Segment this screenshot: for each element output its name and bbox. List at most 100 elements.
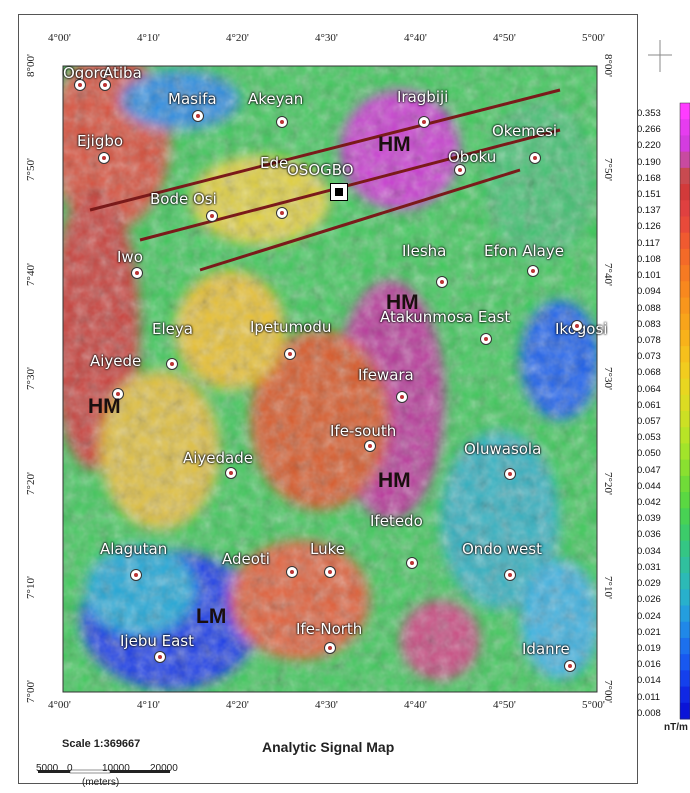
colorbar-value: 0.151: [637, 189, 661, 201]
colorbar-value: 0.042: [637, 497, 661, 509]
town-label: Okemesi: [492, 122, 558, 140]
town-marker-icon: [192, 110, 204, 122]
town-marker-icon: [276, 207, 288, 219]
colorbar-value: 0.220: [637, 140, 661, 152]
town-marker-icon: [504, 569, 516, 581]
town-marker-icon: [396, 391, 408, 403]
town-label: Ijebu East: [120, 632, 194, 650]
scale-unit: (meters): [82, 777, 120, 788]
colorbar-value: 0.016: [637, 659, 661, 671]
colorbar-swatch: [680, 492, 690, 509]
town-marker-icon: [504, 468, 516, 480]
lat-tick-left: 7°50': [24, 158, 37, 181]
town-marker-icon: [418, 116, 430, 128]
town-marker-icon: [364, 440, 376, 452]
colorbar-value: 0.034: [637, 545, 661, 557]
lon-tick-bottom: 4°50': [493, 699, 516, 711]
colorbar-value: 0.083: [637, 318, 661, 330]
lon-tick-bottom: 4°20': [226, 699, 249, 711]
town-label: Ilesha: [402, 242, 447, 260]
town-label: Atiba: [103, 64, 142, 82]
town-label: Masifa: [168, 90, 217, 108]
town-marker-icon: [225, 467, 237, 479]
town-marker-icon: [286, 566, 298, 578]
town-label: Aiyede: [90, 352, 142, 370]
colorbar-swatch: [680, 248, 690, 266]
colorbar-swatch: [680, 297, 690, 315]
town-label: Ife-North: [296, 620, 363, 638]
lon-tick-top: 5°00': [582, 32, 605, 44]
town-marker-icon: [529, 152, 541, 164]
colorbar-swatch: [680, 378, 690, 396]
colorbar-value: 0.029: [637, 578, 661, 590]
lon-tick-bottom: 4°00': [48, 699, 71, 711]
colorbar-value: 0.126: [637, 221, 661, 233]
colorbar-swatch: [680, 686, 690, 704]
colorbar-swatch: [680, 475, 690, 493]
colorbar-value: 0.050: [637, 448, 661, 460]
town-label: Idanre: [522, 640, 570, 658]
town-marker-icon: [324, 642, 336, 654]
town-marker-icon: [206, 210, 218, 222]
town-label: Luke: [310, 540, 345, 558]
zone-hm-south: HM: [378, 469, 411, 492]
colorbar-value: 0.064: [637, 383, 661, 395]
colorbar-swatch: [680, 670, 690, 688]
north-arrow-icon: [648, 40, 672, 72]
colorbar-value: 0.047: [637, 464, 661, 476]
colorbar-value: 0.008: [637, 707, 661, 719]
lat-tick-right: 8°00': [601, 54, 614, 77]
lat-tick-right: 7°40': [601, 263, 614, 286]
scale-label-20000: 20000: [150, 763, 178, 774]
lon-tick-bottom: 4°40': [404, 699, 427, 711]
town-label: Ogoro: [63, 64, 109, 82]
scale-label-10000: 10000: [102, 763, 130, 774]
colorbar-swatch: [680, 524, 690, 542]
colorbar-value: 0.073: [637, 351, 661, 363]
colorbar-value: 0.021: [637, 626, 661, 638]
town-label: Akeyan: [248, 90, 304, 108]
colorbar-value: 0.061: [637, 399, 661, 411]
osogbo-label: OSOGBO: [287, 161, 354, 179]
colorbar-swatch: [680, 329, 690, 347]
lat-tick-left: 7°00': [24, 680, 37, 703]
colorbar-swatch: [680, 702, 690, 720]
colorbar-swatch: [680, 556, 690, 574]
colorbar-swatch: [680, 573, 690, 590]
lon-tick-top: 4°40': [404, 32, 427, 44]
colorbar-swatch: [680, 200, 690, 217]
colorbar-swatch: [680, 637, 690, 655]
town-marker-icon: [112, 388, 124, 400]
town-label: Iwo: [117, 248, 143, 266]
town-label: Efon Alaye: [484, 242, 564, 260]
scale-label-5000: 5000: [36, 763, 59, 774]
colorbar-swatch: [680, 589, 690, 607]
colorbar-value: 0.031: [637, 561, 661, 573]
town-label: Bode Osi: [150, 190, 217, 208]
colorbar-value: 0.108: [637, 253, 661, 265]
colorbar-value: 0.266: [637, 124, 661, 136]
colorbar-value: 0.190: [637, 156, 661, 168]
town-label: Ede: [260, 154, 289, 172]
zone-hm-central: HM: [386, 291, 419, 314]
colorbar-value: 0.101: [637, 270, 661, 282]
lat-tick-left: 7°40': [24, 263, 37, 286]
colorbar-swatch: [680, 508, 690, 525]
colorbar-swatch: [680, 151, 690, 169]
colorbar-value: 0.068: [637, 367, 661, 379]
town-label: Alagutan: [100, 540, 168, 558]
town-marker-icon: [284, 348, 296, 360]
town-marker-icon: [131, 267, 143, 279]
colorbar-value: 0.117: [637, 237, 661, 249]
colorbar-value: 0.057: [637, 416, 661, 427]
colorbar: [680, 103, 690, 720]
colorbar-swatch: [680, 167, 690, 185]
town-label: Atakunmosa East: [380, 308, 511, 326]
colorbar-value: 0.353: [637, 108, 661, 119]
colorbar-swatch: [680, 427, 690, 444]
osogbo-marker: [330, 183, 348, 201]
town-marker-icon: [130, 569, 142, 581]
colorbar-swatch: [680, 232, 690, 250]
lat-tick-right: 7°00': [601, 680, 614, 703]
lon-tick-bottom: 4°10': [137, 699, 160, 711]
